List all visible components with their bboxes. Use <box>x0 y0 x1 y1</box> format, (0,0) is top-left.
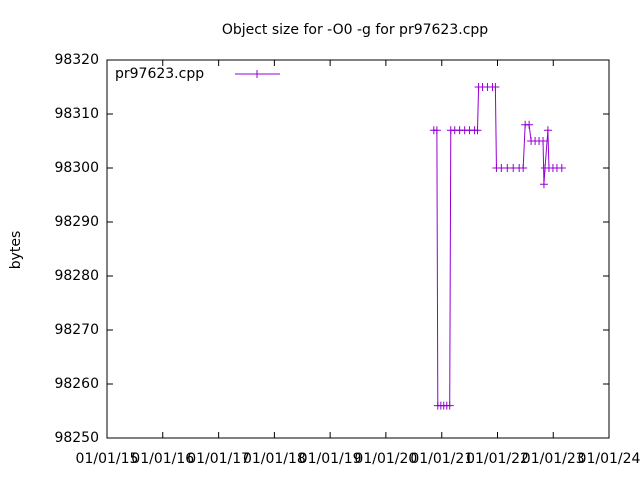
y-tick-label: 98320 <box>54 52 99 68</box>
y-tick-label: 98280 <box>54 268 99 284</box>
x-tick-label: 01/01/17 <box>187 451 250 467</box>
plot-frame <box>106 59 610 439</box>
point-marker <box>519 164 528 172</box>
legend-label: pr97623.cpp <box>115 66 204 82</box>
point-marker <box>543 126 552 135</box>
series-line <box>433 86 562 407</box>
x-tick-label: 01/01/15 <box>76 451 139 467</box>
point-marker <box>491 83 500 91</box>
x-tick-label: 01/01/24 <box>578 451 640 467</box>
x-tick-label: 01/01/22 <box>466 451 529 467</box>
x-tick-label: 01/01/21 <box>410 451 473 467</box>
chart-title: Object size for -O0 -g for pr97623.cpp <box>222 22 488 38</box>
y-tick-label: 98260 <box>54 376 99 392</box>
point-marker <box>557 164 566 172</box>
legend-marker <box>253 70 261 78</box>
y-tick-label: 98270 <box>54 322 99 338</box>
x-tick-label: 01/01/19 <box>299 451 362 467</box>
point-marker <box>525 120 534 129</box>
point-marker <box>432 126 441 135</box>
y-tick-label: 98310 <box>54 106 99 122</box>
y-tick-label: 98300 <box>54 160 99 176</box>
x-tick-label: 01/01/20 <box>354 451 417 467</box>
x-tick-label: 01/01/18 <box>243 451 306 467</box>
y-tick-label: 98250 <box>54 430 99 446</box>
y-tick-label: 98290 <box>54 214 99 230</box>
point-marker <box>473 126 482 135</box>
x-tick-label: 01/01/16 <box>131 451 194 467</box>
point-marker <box>539 180 548 189</box>
point-marker <box>445 401 454 410</box>
y-axis-label: bytes <box>8 231 24 270</box>
x-tick-label: 01/01/23 <box>522 451 585 467</box>
point-marker <box>539 137 548 145</box>
